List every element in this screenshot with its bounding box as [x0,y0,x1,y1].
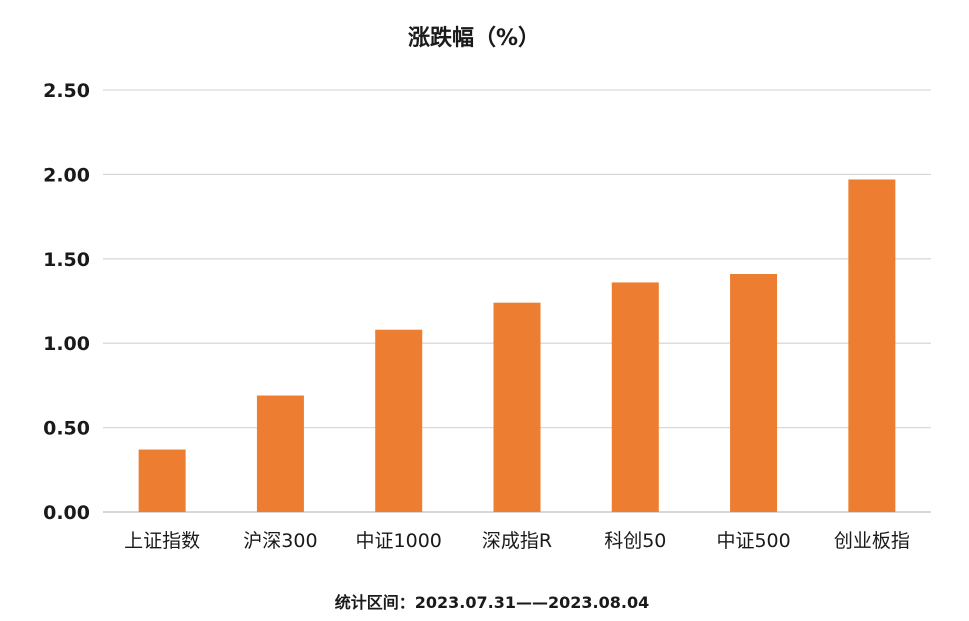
bar [730,273,778,512]
x-category-label: 中证500 [716,530,790,552]
y-tick-label: 1.00 [43,333,90,355]
bar [138,449,186,512]
bars [138,179,896,513]
y-tick-label: 0.50 [43,418,90,440]
x-axis-category-labels: 上证指数 沪深300 中证1000 深成指R 科创50 中证500 创业板指 [124,530,910,552]
x-category-label: 深成指R [482,530,552,552]
y-tick-label: 2.50 [43,80,90,102]
x-category-label: 沪深300 [243,530,317,552]
y-tick-label: 2.00 [43,164,90,186]
chart-footnote: 统计区间：2023.07.31——2023.08.04 [335,593,649,612]
x-category-label: 创业板指 [834,530,910,552]
x-category-label: 科创50 [604,530,666,552]
y-tick-label: 1.50 [43,249,90,271]
chart-title: 涨跌幅（%） [408,26,540,51]
y-tick-label: 0.00 [43,502,90,524]
y-axis-tick-labels: 0.00 0.50 1.00 1.50 2.00 2.50 [43,80,90,524]
bar [611,282,659,512]
x-category-label: 上证指数 [124,530,200,552]
bar [256,395,304,512]
bar [493,302,541,512]
bar [375,329,423,512]
bar [848,179,896,513]
x-category-label: 中证1000 [356,530,442,552]
